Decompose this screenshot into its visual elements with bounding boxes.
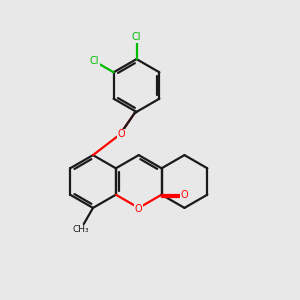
Text: Cl: Cl [132,32,141,42]
Text: Cl: Cl [90,56,99,66]
Text: O: O [118,129,125,140]
Text: O: O [135,203,142,214]
Text: CH₃: CH₃ [72,225,89,234]
Text: O: O [180,190,188,200]
